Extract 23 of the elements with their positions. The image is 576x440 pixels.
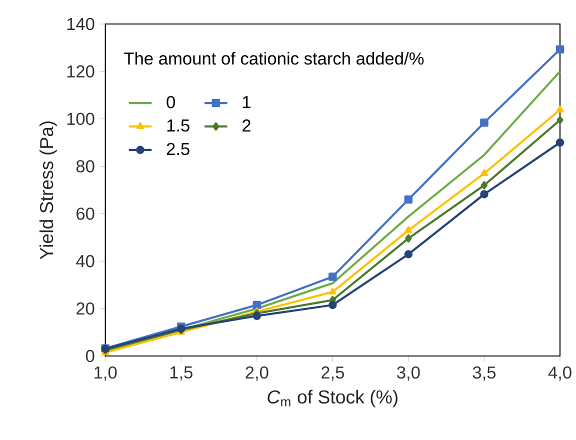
x-tick-label: 1,5 — [170, 366, 192, 381]
y-tick-label: 0 — [86, 350, 94, 362]
legend-label: 1.5 — [167, 120, 190, 132]
y-tick-label: 40 — [76, 254, 94, 268]
y-tick-label: 20 — [76, 302, 94, 315]
y-axis-title: Yield Stress (Pa) — [39, 122, 57, 260]
legend-label: 2 — [242, 119, 250, 132]
legend-title: The amount of cationic starch added/% — [124, 52, 424, 65]
y-tick-label: 120 — [67, 65, 94, 78]
x-tick-label: 2,0 — [246, 366, 268, 381]
x-tick-label: 4,0 — [548, 366, 572, 381]
x-tick-label: 2,5 — [321, 366, 344, 381]
y-tick-label: 80 — [76, 160, 94, 172]
x-tick-label: 3,0 — [397, 366, 420, 381]
x-tick-label: 3,5 — [472, 366, 496, 381]
y-tick-label: 100 — [67, 112, 94, 125]
x-tick-label: 1,0 — [94, 366, 117, 381]
y-tick-label: 60 — [76, 208, 94, 220]
legend-label: 2.5 — [166, 142, 190, 156]
y-tick-label: 140 — [67, 18, 94, 30]
legend-label: 0 — [166, 96, 175, 108]
legend-label: 1 — [242, 96, 250, 108]
x-axis-title: C$_{m}$ of Stock (%) — [268, 390, 398, 408]
